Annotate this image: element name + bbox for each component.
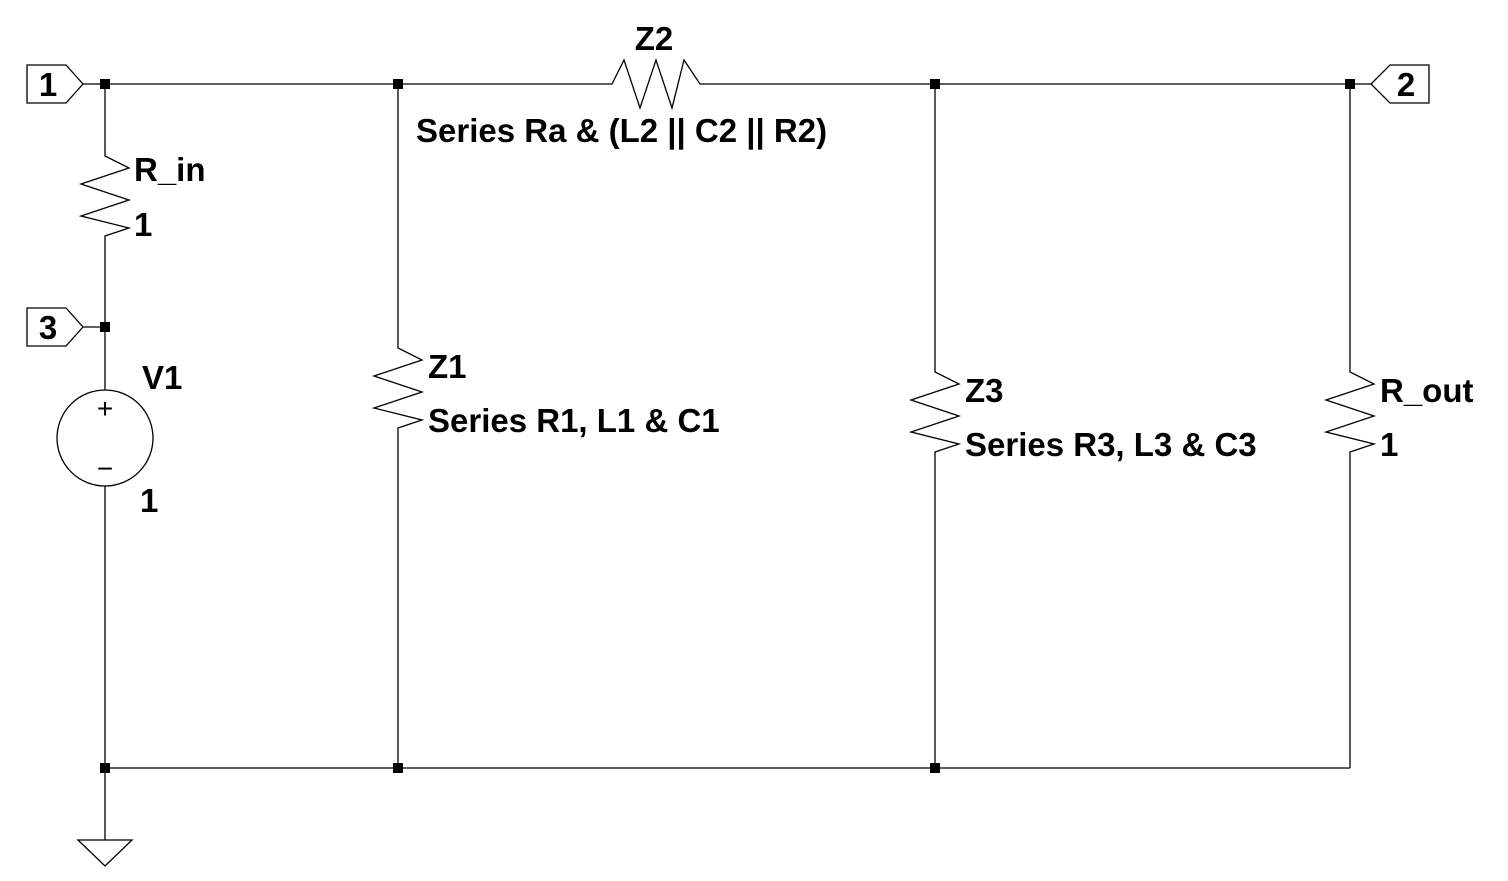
wires [83, 83, 1371, 840]
node-top-right [1345, 79, 1355, 89]
port-1-label: 1 [39, 66, 57, 103]
port-2: 2 [1370, 64, 1430, 104]
r-out-name-label: R_out [1380, 372, 1474, 409]
z2-symbol [604, 57, 708, 111]
v1-plus-sign: + [97, 393, 113, 424]
z1-symbol [371, 340, 425, 436]
z3-description-label: Series R3, L3 & C3 [965, 426, 1257, 463]
z3-name-label: Z3 [965, 372, 1004, 409]
junction-nodes [100, 79, 1355, 773]
r-in-symbol [78, 148, 132, 244]
ground-icon [76, 839, 134, 867]
v1-value-label: 1 [140, 482, 158, 519]
node-bottom-z3 [930, 763, 940, 773]
z1-description-label: Series R1, L1 & C1 [428, 402, 720, 439]
port-1: 1 [26, 64, 84, 104]
v1-minus-sign: − [97, 453, 113, 484]
port-2-label: 2 [1397, 66, 1415, 103]
r-out-value-label: 1 [1380, 426, 1398, 463]
node-bottom-z1 [393, 763, 403, 773]
r-out-symbol [1323, 364, 1377, 460]
node-port3 [100, 322, 110, 332]
r-in-name-label: R_in [134, 151, 206, 188]
node-top-left [100, 79, 110, 89]
z1-name-label: Z1 [428, 348, 467, 385]
v1-name-label: V1 [142, 359, 182, 396]
port-3-label: 3 [39, 309, 57, 346]
z3-symbol [908, 364, 962, 460]
node-top-z1 [393, 79, 403, 89]
z2-name-label: Z2 [635, 20, 674, 57]
r-in-value-label: 1 [134, 206, 152, 243]
port-3: 3 [26, 307, 84, 347]
node-bottom-left [100, 763, 110, 773]
node-top-z3 [930, 79, 940, 89]
z2-description-label: Series Ra & (L2 || C2 || R2) [416, 112, 827, 149]
voltage-source-v1: + − [56, 389, 154, 487]
